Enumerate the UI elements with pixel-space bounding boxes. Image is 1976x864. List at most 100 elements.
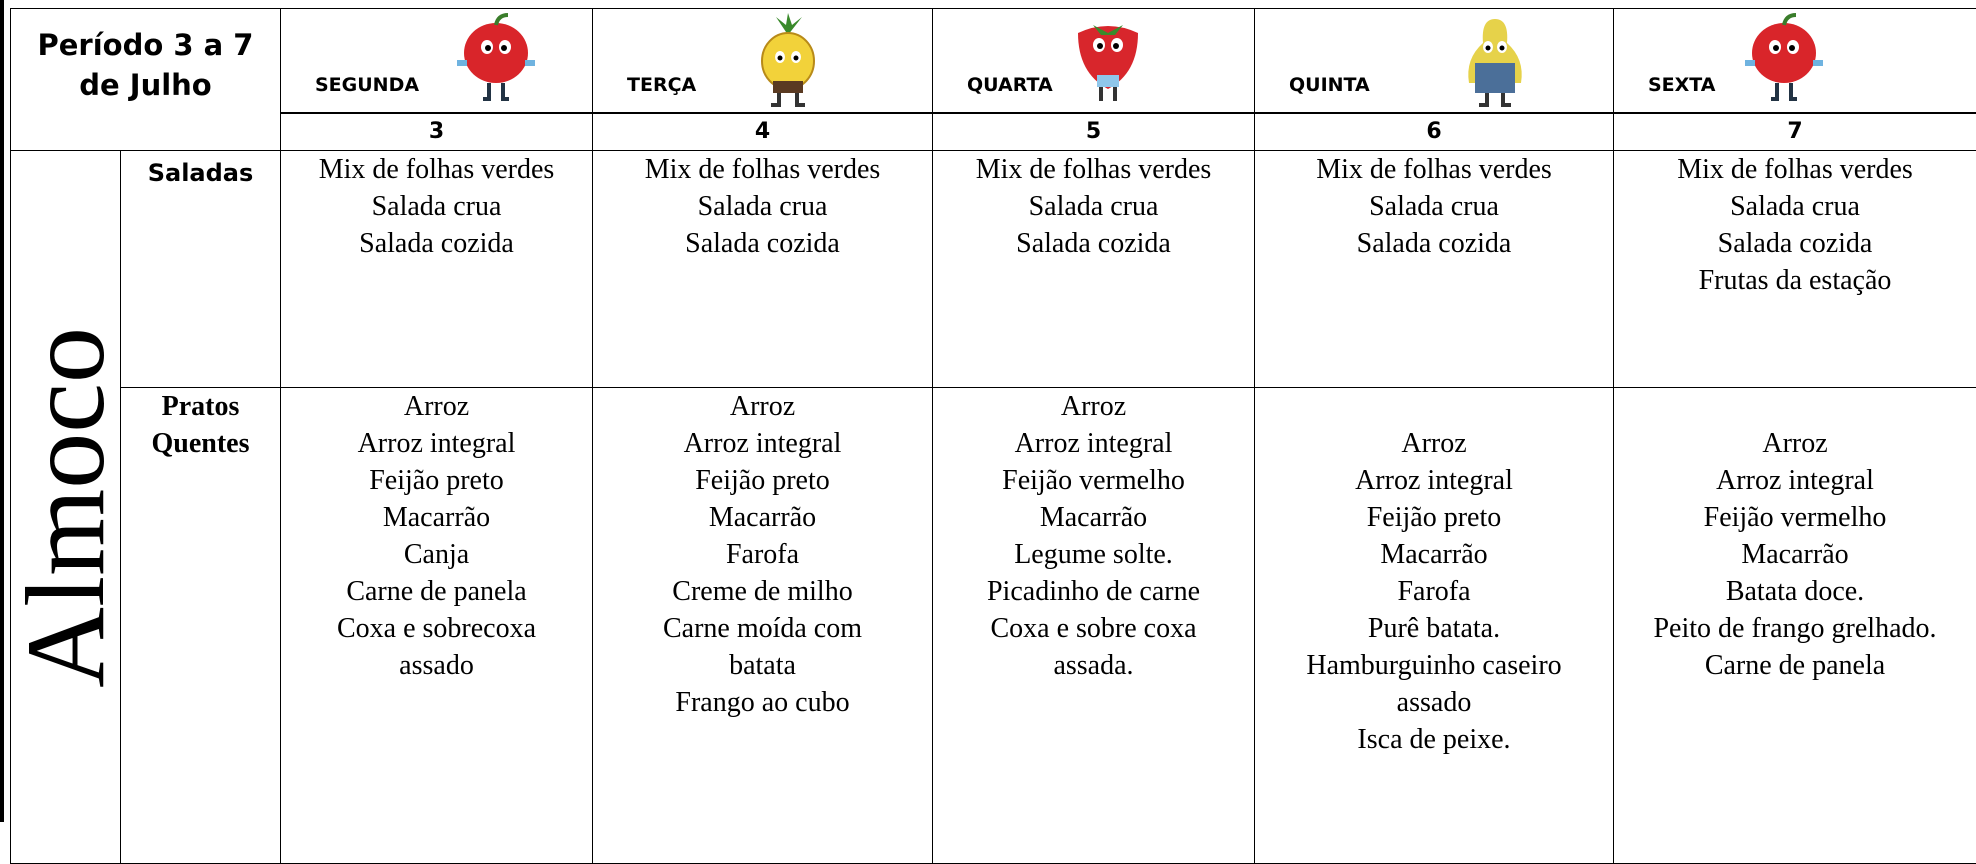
menu-item: Mix de folhas verdes	[593, 151, 932, 188]
menu-item: Salada cozida	[281, 225, 592, 262]
menu-item: Arroz integral	[933, 425, 1254, 462]
menu-item: Salada crua	[281, 188, 592, 225]
row-label: Saladas	[121, 151, 281, 388]
menu-item: Arroz	[1614, 425, 1976, 462]
menu-item: Arroz integral	[281, 425, 592, 462]
menu-item: Salada crua	[933, 188, 1254, 225]
menu-item: Mix de folhas verdes	[281, 151, 592, 188]
menu-item: Salada cozida	[933, 225, 1254, 262]
menu-item: Salada cozida	[593, 225, 932, 262]
menu-item: Arroz integral	[1614, 462, 1976, 499]
menu-item: Carne de panela	[281, 573, 592, 610]
menu-item: Canja	[281, 536, 592, 573]
menu-item: Arroz integral	[593, 425, 932, 462]
section-title: Almoco	[11, 327, 121, 688]
day-name: QUARTA	[967, 67, 1053, 104]
pear-icon	[1455, 13, 1535, 109]
menu-item: Salada cozida	[1255, 225, 1613, 262]
menu-item: Feijão preto	[593, 462, 932, 499]
day-name: QUINTA	[1289, 67, 1370, 104]
menu-item: Macarrão	[281, 499, 592, 536]
menu-item: Hamburguinho caseiro	[1255, 647, 1613, 684]
day-name: TERÇA	[627, 67, 696, 104]
menu-item: Feijão vermelho	[1614, 499, 1976, 536]
menu-item: Coxa e sobre coxa	[933, 610, 1254, 647]
menu-item: Mix de folhas verdes	[1614, 151, 1976, 188]
title-line: de Julho	[11, 65, 280, 105]
menu-item: Purê batata.	[1255, 610, 1613, 647]
apple-icon	[1739, 13, 1829, 109]
menu-item: Salada crua	[1614, 188, 1976, 225]
menu-item: Macarrão	[933, 499, 1254, 536]
menu-item: Arroz	[593, 388, 932, 425]
day-cell: TERÇA	[593, 9, 933, 114]
pineapple-icon	[743, 13, 833, 109]
menu-item: Salada crua	[1255, 188, 1613, 225]
day-cell: SEGUNDA	[281, 9, 593, 114]
menu-item: assado	[1255, 684, 1613, 721]
menu-item: Salada cozida	[1614, 225, 1976, 262]
title-line: Período 3 a 7	[11, 25, 280, 65]
strawberry-icon	[1063, 13, 1153, 109]
date: 7	[1614, 113, 1976, 151]
menu-item: Carne de panela	[1614, 647, 1976, 684]
menu-item: assada.	[933, 647, 1254, 684]
date-row: 3 4 5 6 7	[11, 113, 1976, 151]
day-name: SEGUNDA	[315, 67, 419, 104]
menu-item: Mix de folhas verdes	[1255, 151, 1613, 188]
menu-item: Mix de folhas verdes	[933, 151, 1254, 188]
menu-item: Macarrão	[593, 499, 932, 536]
menu-item: Picadinho de carne	[933, 573, 1254, 610]
menu-item: Arroz	[1255, 425, 1613, 462]
menu-item: Feijão vermelho	[933, 462, 1254, 499]
date: 6	[1255, 113, 1614, 151]
date: 5	[933, 113, 1255, 151]
day-cell: QUINTA	[1255, 9, 1614, 114]
row-label-line: Quentes	[121, 425, 280, 462]
date: 4	[593, 113, 933, 151]
menu-item: Legume solte.	[933, 536, 1254, 573]
menu-item: Isca de peixe.	[1255, 721, 1613, 758]
menu-item: Macarrão	[1614, 536, 1976, 573]
apple-icon	[451, 13, 541, 109]
day-cell: QUARTA	[933, 9, 1255, 114]
menu-item: Feijão preto	[1255, 499, 1613, 536]
row-label-line: Saladas	[121, 155, 280, 192]
menu-item: Batata doce.	[1614, 573, 1976, 610]
date: 3	[281, 113, 593, 151]
menu-item: Arroz	[281, 388, 592, 425]
menu-item: Frango ao cubo	[593, 684, 932, 721]
menu-item: Farofa	[1255, 573, 1613, 610]
menu-item: Salada crua	[593, 188, 932, 225]
menu-item: Coxa e sobrecoxa	[281, 610, 592, 647]
day-name: SEXTA	[1648, 67, 1716, 104]
menu-item: Feijão preto	[281, 462, 592, 499]
menu-item: Arroz integral	[1255, 462, 1613, 499]
menu-item: Peito de frango grelhado.	[1614, 610, 1976, 647]
row-label-line: Pratos	[121, 388, 280, 425]
menu-item: Carne moída com	[593, 610, 932, 647]
menu-item: Creme de milho	[593, 573, 932, 610]
menu-item: Frutas da estação	[1614, 262, 1976, 299]
menu-item: Arroz	[933, 388, 1254, 425]
menu-item: Macarrão	[1255, 536, 1613, 573]
menu-item: Farofa	[593, 536, 932, 573]
day-cell: SEXTA	[1614, 9, 1976, 114]
